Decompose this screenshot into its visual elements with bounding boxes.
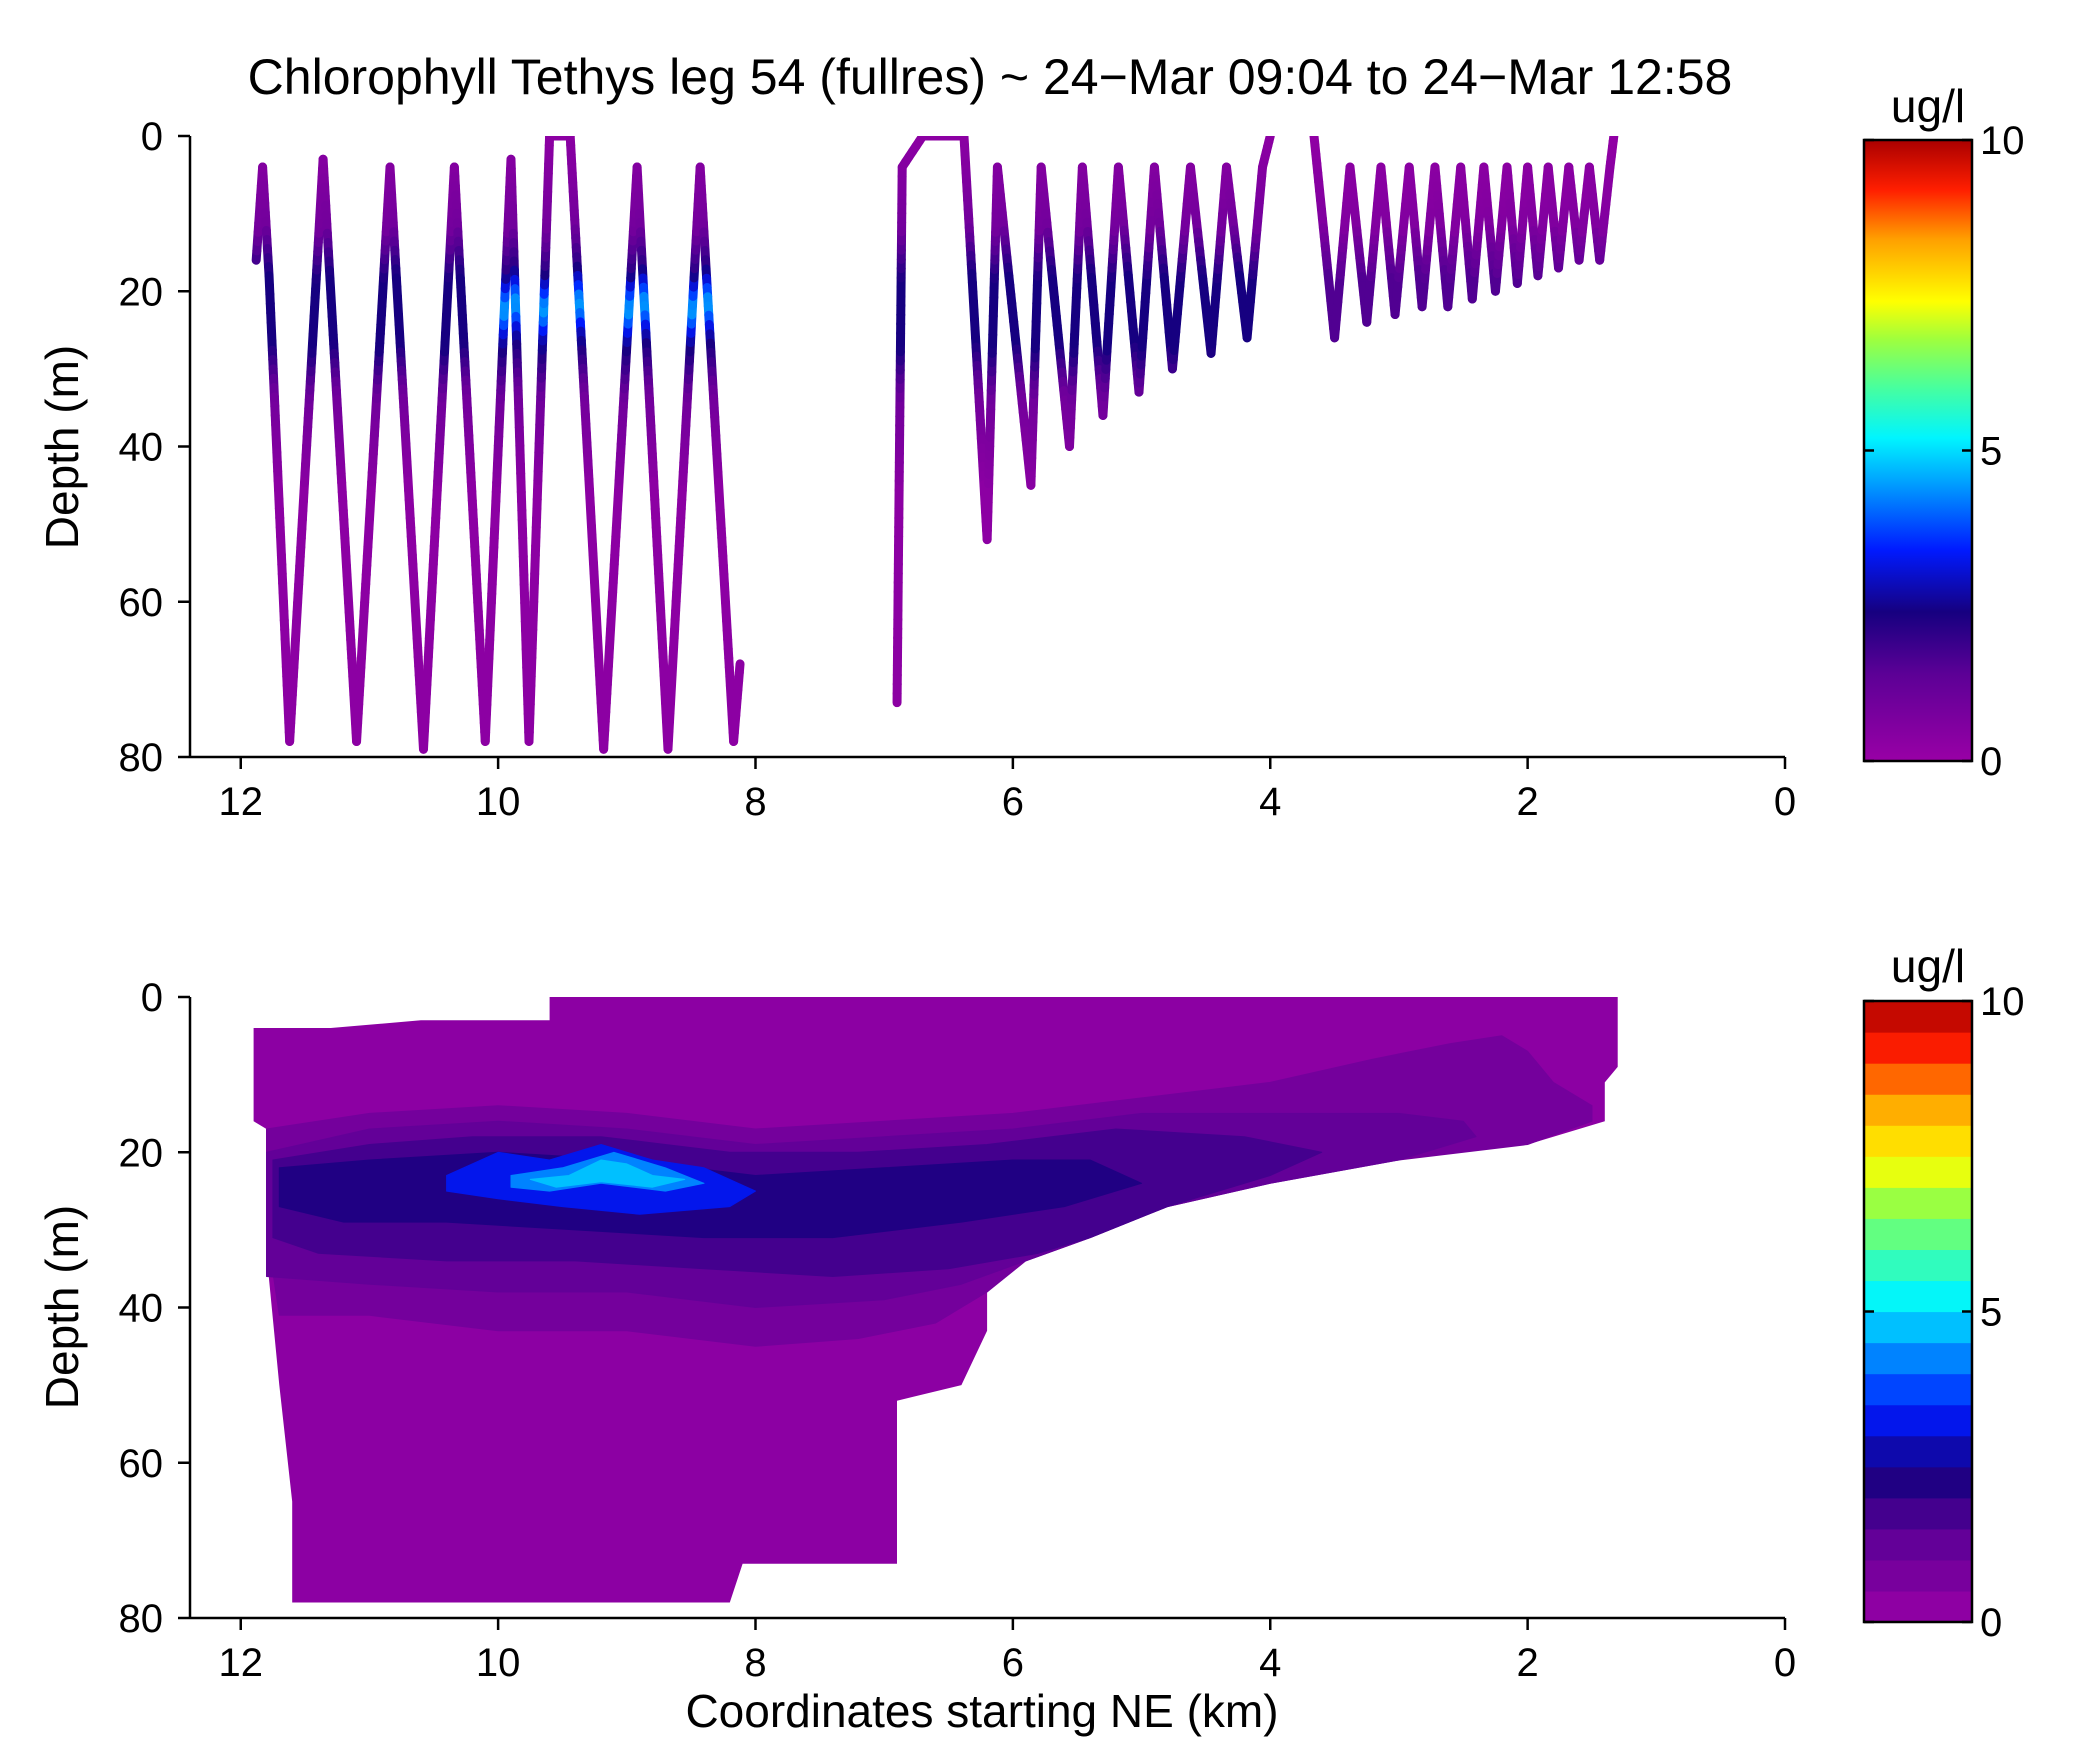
top-colorbar: 0 5 10	[1862, 119, 2025, 784]
top-x-tick-label: 0	[1774, 780, 1796, 824]
bottom-y-tick-label: 20	[119, 1131, 164, 1175]
bottom-colorbar-swatch	[1864, 1280, 1972, 1313]
top-colorbar-tick-label: 10	[1980, 119, 2025, 163]
bottom-y-tick-label: 0	[141, 976, 163, 1020]
top-x-tick-label: 10	[476, 780, 521, 824]
bottom-colorbar-swatch	[1864, 1218, 1972, 1250]
bottom-colorbar-swatch	[1864, 1156, 1972, 1188]
bottom-colorbar-label: ug/l	[1891, 940, 1965, 992]
bottom-ylabel: Depth (m)	[36, 1205, 88, 1409]
bottom-colorbar-swatch	[1864, 1063, 1972, 1095]
bottom-x-tick-label: 12	[218, 1641, 263, 1685]
bottom-x-tick-label: 8	[744, 1641, 766, 1685]
top-x-tick-label: 2	[1516, 780, 1538, 824]
top-profile-line-1	[251, 136, 745, 754]
top-profile-series	[251, 136, 1619, 754]
figure-title: Chlorophyll Tethys leg 54 (fullres) ~ 24…	[248, 49, 1733, 105]
bottom-colorbar-swatch	[1864, 1435, 1972, 1468]
top-colorbar-label: ug/l	[1891, 80, 1965, 132]
bottom-y-tick-label: 40	[119, 1287, 164, 1331]
top-x-tick-label: 4	[1259, 780, 1281, 824]
top-profile-segment	[1264, 136, 1275, 146]
bottom-colorbar-tick-label: 5	[1980, 1291, 2002, 1335]
bottom-colorbar-swatch	[1864, 1466, 1972, 1499]
top-y-tick-label: 20	[119, 270, 164, 314]
bottom-x-tick-label: 2	[1516, 1641, 1538, 1685]
top-y-tick-label: 40	[119, 426, 164, 470]
top-colorbar-gradient	[1864, 140, 1972, 761]
bottom-colorbar-swatch	[1864, 1187, 1972, 1219]
bottom-colorbar-swatch	[1864, 1311, 1972, 1344]
bottom-y-tick-label: 60	[119, 1442, 164, 1486]
bottom-colorbar-swatch	[1864, 1373, 1972, 1406]
top-profile-line-3	[1309, 136, 1619, 343]
top-colorbar-tick-label: 0	[1980, 740, 2002, 784]
bottom-colorbar-swatch	[1864, 1125, 1972, 1157]
bottom-x-tick-label: 4	[1259, 1641, 1281, 1685]
bottom-colorbar-swatch	[1864, 1559, 1972, 1592]
bottom-colorbar-tick-label: 0	[1980, 1601, 2002, 1645]
bottom-colorbar-swatch	[1864, 1342, 1972, 1375]
bottom-colorbar-tick-label: 10	[1980, 980, 2025, 1024]
bottom-colorbar-swatch	[1864, 1032, 1972, 1064]
bottom-colorbar-swatch	[1864, 1249, 1972, 1282]
bottom-x-tick-label: 10	[476, 1641, 521, 1685]
top-y-tick-label: 0	[141, 115, 163, 159]
bottom-colorbar-swatch	[1864, 1590, 1972, 1623]
top-profile-segment	[1608, 136, 1619, 146]
bottom-y-tick-label: 80	[119, 1597, 164, 1641]
bottom-x-tick-label: 6	[1002, 1641, 1024, 1685]
top-x-tick-label: 12	[218, 780, 263, 824]
top-profile-line-2	[892, 136, 1275, 708]
bottom-colorbar-swatch	[1864, 1497, 1972, 1530]
bottom-x-tick-label: 0	[1774, 1641, 1796, 1685]
bottom-xlabel: Coordinates starting NE (km)	[685, 1685, 1278, 1737]
bottom-contour-field	[253, 997, 1618, 1603]
top-y-tick-label: 60	[119, 581, 164, 625]
top-y-tick-label: 80	[119, 736, 164, 780]
top-profile-segment	[734, 659, 745, 677]
bottom-colorbar-swatch	[1864, 1528, 1972, 1561]
top-ylabel: Depth (m)	[36, 345, 88, 549]
top-x-tick-label: 6	[1002, 780, 1024, 824]
top-colorbar-tick-label: 5	[1980, 430, 2002, 474]
bottom-colorbar-swatch	[1864, 1094, 1972, 1126]
bottom-colorbar-swatch	[1864, 1001, 1972, 1033]
bottom-colorbar-swatch	[1864, 1404, 1972, 1437]
bottom-contour-level	[529, 1159, 686, 1188]
bottom-colorbar: 0 5 10	[1862, 980, 2025, 1645]
top-x-tick-label: 8	[744, 780, 766, 824]
